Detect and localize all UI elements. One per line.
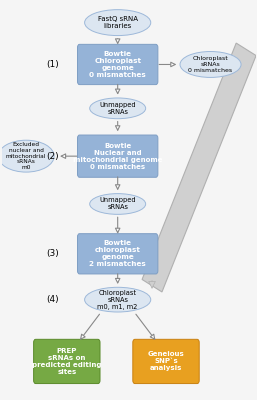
FancyBboxPatch shape [78,44,158,85]
FancyBboxPatch shape [78,135,158,177]
Text: (3): (3) [47,249,59,258]
FancyBboxPatch shape [78,234,158,274]
Text: Bowtie
Chloroplast
genome
0 mismatches: Bowtie Chloroplast genome 0 mismatches [89,51,146,78]
Ellipse shape [0,140,54,172]
Text: (4): (4) [47,295,59,304]
Polygon shape [142,43,256,292]
Text: Bowtie
Nuclear and
mitochondrial genome
0 mismatches: Bowtie Nuclear and mitochondrial genome … [73,143,162,170]
Ellipse shape [90,98,146,119]
Text: Unmapped
sRNAs: Unmapped sRNAs [99,102,136,115]
Ellipse shape [85,10,151,36]
Text: Chloroplast
sRNAs
0 mismatches: Chloroplast sRNAs 0 mismatches [188,56,233,73]
Text: PREP
sRNAs on
predicted editing
sites: PREP sRNAs on predicted editing sites [32,348,102,375]
Text: Chloroplast
sRNAs
m0, m1, m2: Chloroplast sRNAs m0, m1, m2 [97,290,138,310]
Text: Excluded
nuclear and
mitochondrial
sRNAs
m0: Excluded nuclear and mitochondrial sRNAs… [6,142,46,170]
FancyBboxPatch shape [133,339,199,384]
Text: Unmapped
sRNAs: Unmapped sRNAs [99,198,136,210]
Ellipse shape [85,287,151,312]
Text: (1): (1) [47,60,59,69]
Ellipse shape [90,194,146,214]
Text: Geneious
SNP`s
analysis: Geneious SNP`s analysis [148,352,184,372]
Text: FastQ sRNA
libraries: FastQ sRNA libraries [98,16,138,29]
Text: Bowtie
chloroplast
genome
2 mismatches: Bowtie chloroplast genome 2 mismatches [89,240,146,267]
Ellipse shape [180,52,241,78]
Text: (2): (2) [47,152,59,161]
FancyBboxPatch shape [34,339,100,384]
